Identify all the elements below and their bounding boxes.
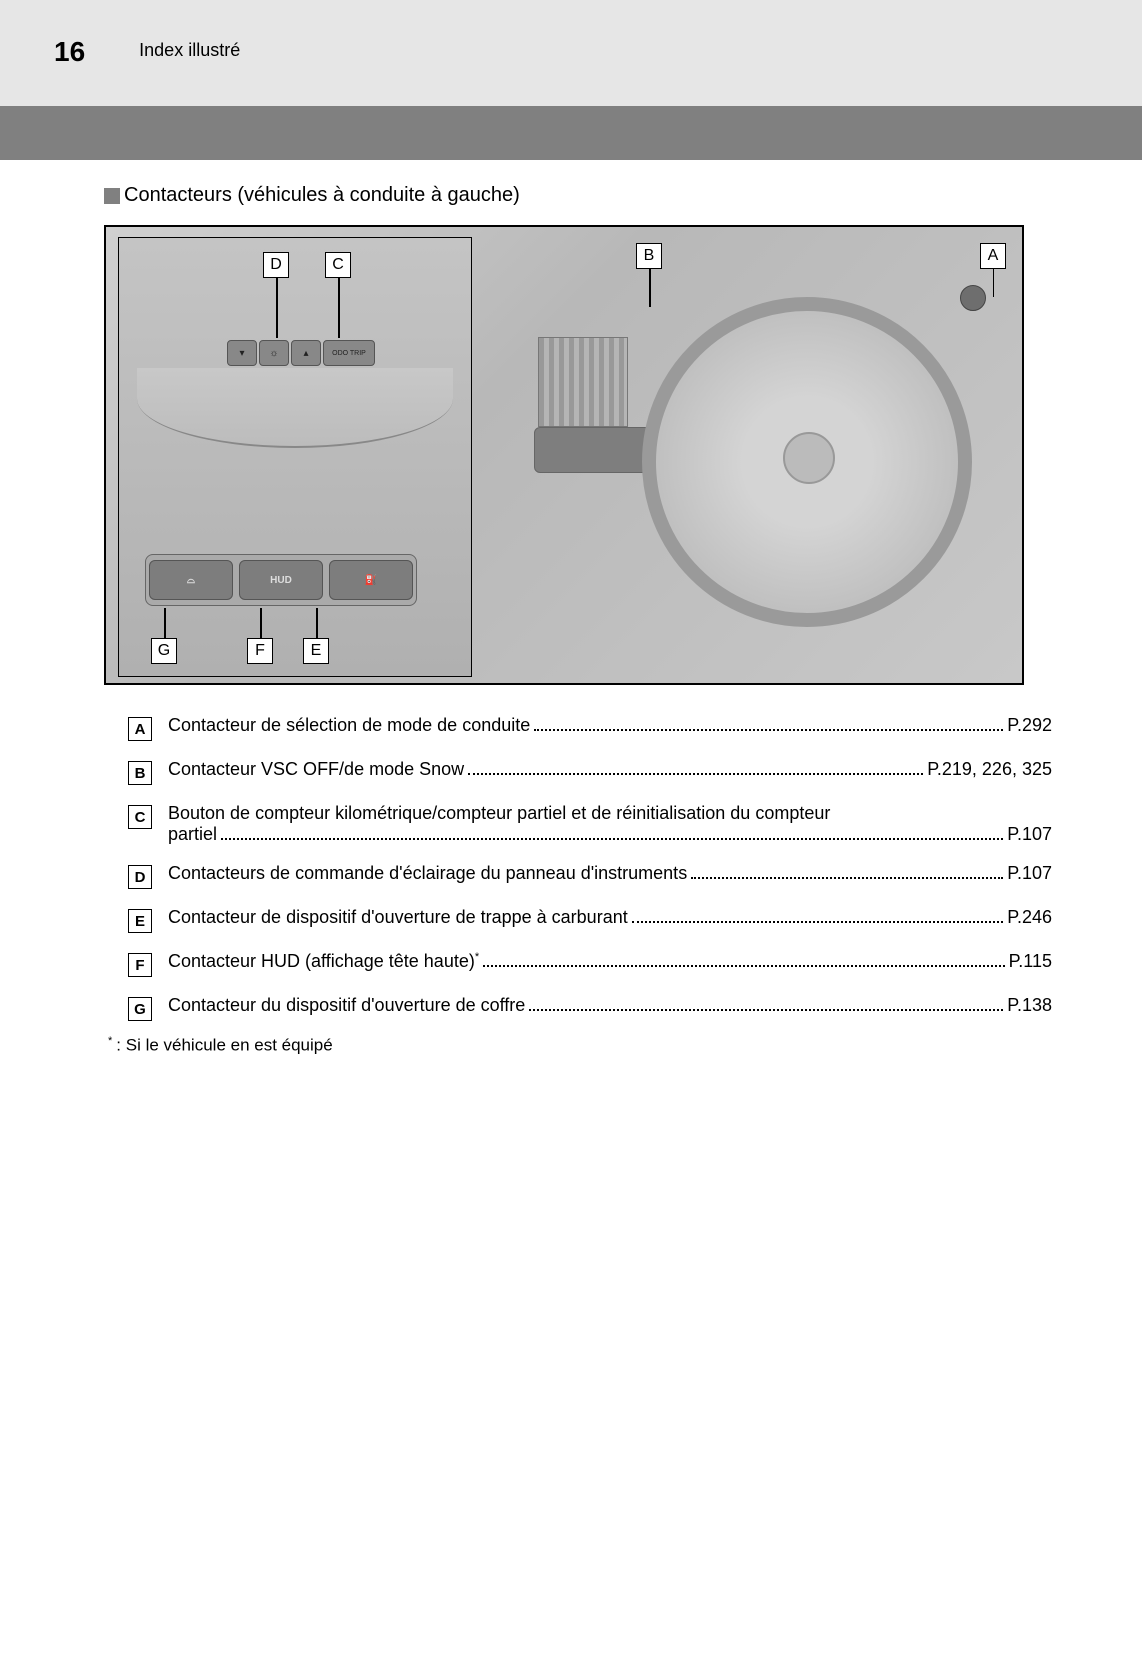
item-row: G Contacteur du dispositif d'ouverture d…	[128, 995, 1052, 1021]
square-bullet-icon	[104, 188, 120, 204]
item-row: C Bouton de compteur kilométrique/compte…	[128, 803, 1052, 845]
dashboard-illustration	[478, 227, 1022, 683]
callout-e: E	[303, 638, 329, 664]
footnote-marker-icon: *	[108, 1035, 112, 1047]
dimmer-down-icon: ▾	[227, 340, 257, 366]
item-text: Contacteur de dispositif d'ouverture de …	[168, 907, 628, 928]
page-ref: P.219, 226, 325	[927, 759, 1052, 780]
fuel-door-icon: ⛽	[329, 560, 413, 600]
trunk-open-icon: ⌓	[149, 560, 233, 600]
item-letter-box: A	[128, 717, 152, 741]
dashboard-figure: ▾ ☼ ▴ ODO TRIP ⌓ HUD ⛽ D C G	[104, 225, 1024, 685]
footnote: * : Si le véhicule en est équipé	[108, 1035, 1052, 1056]
air-vent-icon	[538, 337, 628, 427]
callout-b: B	[636, 243, 662, 269]
callout-f: F	[247, 638, 273, 664]
item-row: A Contacteur de sélection de mode de con…	[128, 715, 1052, 741]
chapter-title: Index illustré	[139, 36, 240, 61]
steering-wheel-icon	[642, 297, 972, 627]
center-control-icon	[534, 427, 654, 473]
item-text-cont: partiel	[168, 824, 217, 845]
item-letter-box: E	[128, 909, 152, 933]
trip-button-icon: ODO TRIP	[323, 340, 375, 366]
item-letter-box: C	[128, 805, 152, 829]
callout-g: G	[151, 638, 177, 664]
page-ref: P.292	[1007, 715, 1052, 736]
item-row: B Contacteur VSC OFF/de mode Snow P.219,…	[128, 759, 1052, 785]
item-letter-box: D	[128, 865, 152, 889]
stalk-knob-icon	[960, 285, 986, 311]
page-ref: P.138	[1007, 995, 1052, 1016]
inset-panel: ▾ ☼ ▴ ODO TRIP ⌓ HUD ⛽ D C G	[118, 237, 472, 677]
item-row: F Contacteur HUD (affichage tête haute)*…	[128, 951, 1052, 977]
heading-text: Contacteurs (véhicules à conduite à gauc…	[124, 184, 520, 207]
footnote-text: : Si le véhicule en est équipé	[116, 1036, 332, 1055]
section-heading: Contacteurs (véhicules à conduite à gauc…	[104, 184, 1052, 207]
header-band	[0, 106, 1142, 160]
content-area: Contacteurs (véhicules à conduite à gauc…	[0, 160, 1142, 1096]
item-row: D Contacteurs de commande d'éclairage du…	[128, 863, 1052, 889]
dimmer-up-icon: ▴	[291, 340, 321, 366]
callout-a: A	[980, 243, 1006, 269]
item-text: Contacteur VSC OFF/de mode Snow	[168, 759, 464, 780]
item-text: Contacteur de sélection de mode de condu…	[168, 715, 530, 736]
item-text: Contacteur du dispositif d'ouverture de …	[168, 995, 525, 1016]
item-letter-box: F	[128, 953, 152, 977]
item-text: Contacteur HUD (affichage tête haute)*	[168, 951, 479, 972]
callout-c: C	[325, 252, 351, 278]
item-letter-box: G	[128, 997, 152, 1021]
page-ref: P.107	[1007, 824, 1052, 845]
item-text: Contacteurs de commande d'éclairage du p…	[168, 863, 687, 884]
item-text: Bouton de compteur kilométrique/compteur…	[168, 803, 830, 824]
page-number: 16	[54, 36, 85, 68]
page-ref: P.115	[1009, 951, 1052, 972]
item-list: A Contacteur de sélection de mode de con…	[104, 715, 1052, 1021]
dimmer-mid-icon: ☼	[259, 340, 289, 366]
page-ref: P.246	[1007, 907, 1052, 928]
page-ref: P.107	[1007, 863, 1052, 884]
item-row: E Contacteur de dispositif d'ouverture d…	[128, 907, 1052, 933]
hud-button-icon: HUD	[239, 560, 323, 600]
callout-d: D	[263, 252, 289, 278]
footnote-marker-icon: *	[475, 951, 479, 963]
page-header: 16 Index illustré	[0, 0, 1142, 106]
item-letter-box: B	[128, 761, 152, 785]
